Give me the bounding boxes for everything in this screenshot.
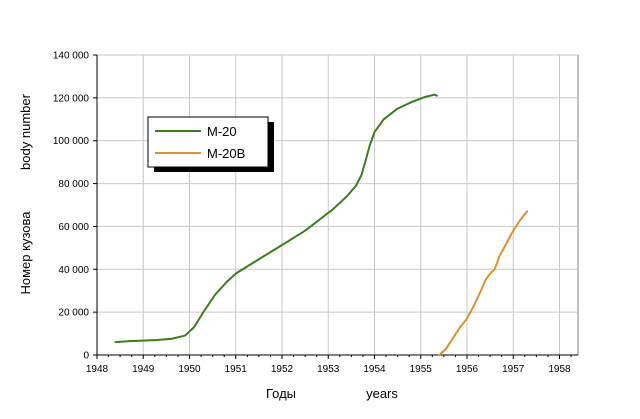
y-axis-ticks: 0 20 000 40 000 60 000 80 000 100 000 120 000 1… <box>53 51 97 362</box>
y-tick-label: 20 000 <box>58 308 89 319</box>
series-group <box>114 93 529 356</box>
x-tick-label: 1950 <box>178 364 201 375</box>
x-tick-label: 1951 <box>225 364 248 375</box>
x-axis-ticks: 1948 1949 1950 1951 1952 1953 1954 1955 1956 1957… <box>86 355 572 375</box>
y-tick-label: 140 000 <box>53 51 90 62</box>
x-tick-label: 1954 <box>363 364 386 375</box>
y-tick-label: 120 000 <box>53 93 90 104</box>
y-tick-label: 0 <box>83 351 89 362</box>
x-tick-label: 1956 <box>456 364 479 375</box>
x-tick-label: 1958 <box>548 364 571 375</box>
x-tick-label: 1955 <box>410 364 433 375</box>
legend-label-m20: M-20 <box>207 124 237 139</box>
x-tick-label: 1948 <box>86 364 109 375</box>
series-line-m20b <box>438 210 529 356</box>
x-tick-label: 1949 <box>132 364 155 375</box>
y-tick-label: 100 000 <box>53 136 90 147</box>
series-line-m20 <box>114 93 438 344</box>
x-tick-label: 1957 <box>502 364 525 375</box>
y-axis-title-russian: Номер кузова <box>18 211 33 295</box>
axes <box>96 55 578 356</box>
x-axis-title-russian: Годы <box>266 386 296 401</box>
x-tick-label: 1953 <box>317 364 340 375</box>
x-tick-label: 1952 <box>271 364 294 375</box>
grid <box>97 54 578 355</box>
y-tick-label: 80 000 <box>58 179 89 190</box>
legend-box <box>147 116 269 168</box>
legend: M-20 M-20B <box>147 116 274 172</box>
y-tick-label: 40 000 <box>58 265 89 276</box>
y-axis-title-english: body number <box>18 93 33 170</box>
y-tick-label: 60 000 <box>58 222 89 233</box>
x-axis-title-english: years <box>366 386 398 401</box>
legend-label-m20b: M-20B <box>207 146 245 161</box>
